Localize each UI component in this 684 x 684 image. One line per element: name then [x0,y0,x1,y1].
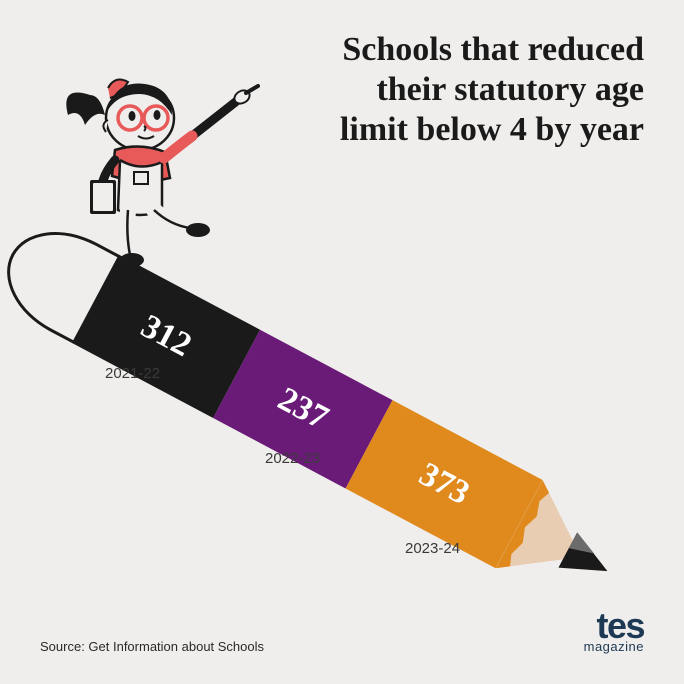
headline: Schools that reduced their statutory age… [324,30,644,150]
source-line: Source: Get Information about Schools [40,639,264,654]
year-label-2: 2022-23 [265,450,320,467]
infographic-canvas: Schools that reduced their statutory age… [0,0,684,684]
year-label-3: 2023-24 [405,540,460,557]
year-label-1: 2021-22 [105,365,160,382]
logo-sub: magazine [584,639,644,654]
segment-2-value: 237 [271,380,334,437]
segment-3-value: 373 [413,455,476,512]
girl-illustration [60,60,240,270]
segment-1-value: 312 [135,308,198,365]
publisher-logo: tes magazine [584,612,644,654]
logo-brand: tes [584,612,644,641]
